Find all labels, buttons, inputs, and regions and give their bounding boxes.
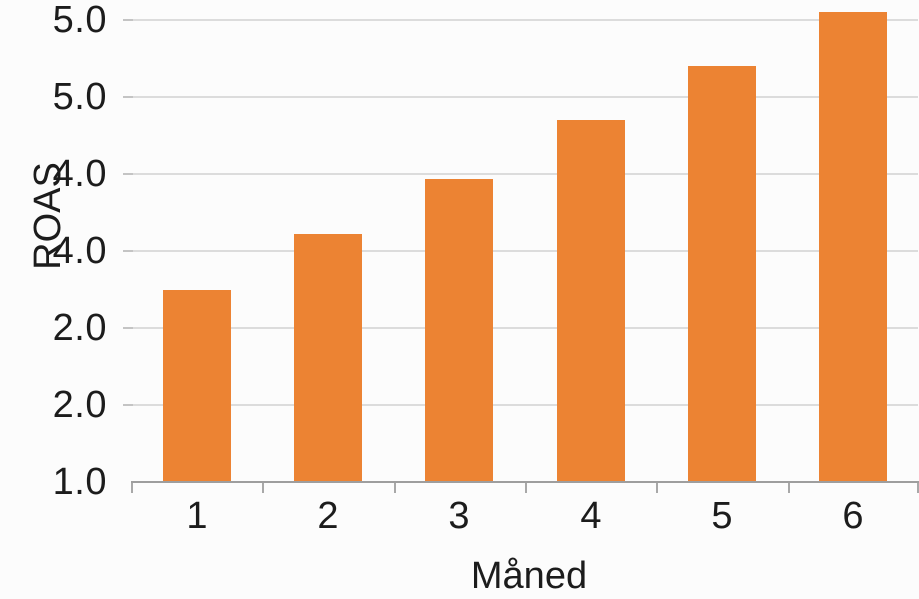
gridline (131, 173, 918, 175)
x-tick-mark (262, 483, 265, 493)
y-tick-mark (123, 327, 133, 329)
x-tick-mark (393, 483, 396, 493)
x-tick-label: 2 (317, 495, 339, 537)
gridline (131, 96, 918, 98)
gridline (131, 327, 918, 329)
y-tick-label: 5.0 (52, 76, 107, 118)
x-tick-label: 6 (842, 495, 864, 537)
x-tick-mark (787, 483, 790, 493)
y-tick-mark (123, 250, 133, 252)
y-tick-mark (123, 96, 133, 98)
gridline (131, 19, 918, 21)
y-tick-label: 2.0 (52, 307, 107, 349)
y-tick-label: 2.0 (52, 384, 107, 426)
x-tick-mark (131, 483, 133, 493)
y-tick-mark (123, 19, 133, 21)
x-tick-label: 5 (711, 495, 733, 537)
x-tick-label: 3 (448, 495, 470, 537)
bar-month-5 (688, 66, 756, 481)
bar-month-1 (163, 290, 231, 481)
y-tick-label: 4.0 (52, 153, 107, 195)
y-tick-label: 1.0 (52, 461, 107, 503)
bar-month-6 (819, 12, 887, 481)
y-tick-label: 4.0 (52, 230, 107, 272)
x-tick-mark (525, 483, 527, 493)
x-axis-line (131, 481, 919, 483)
y-tick-mark (123, 173, 133, 175)
gridline (131, 250, 918, 252)
bar-month-4 (557, 120, 625, 481)
bar-month-2 (294, 234, 362, 481)
plot-area (131, 0, 918, 482)
x-tick-label: 4 (580, 495, 602, 537)
gridline (131, 404, 918, 406)
x-tick-mark (917, 483, 919, 493)
y-tick-mark (123, 404, 133, 406)
x-tick-mark (656, 483, 659, 493)
y-tick-label: 5.0 (52, 0, 107, 41)
x-tick-label: 1 (186, 495, 208, 537)
x-axis-title: Måned (470, 555, 588, 597)
bar-month-3 (425, 179, 493, 481)
